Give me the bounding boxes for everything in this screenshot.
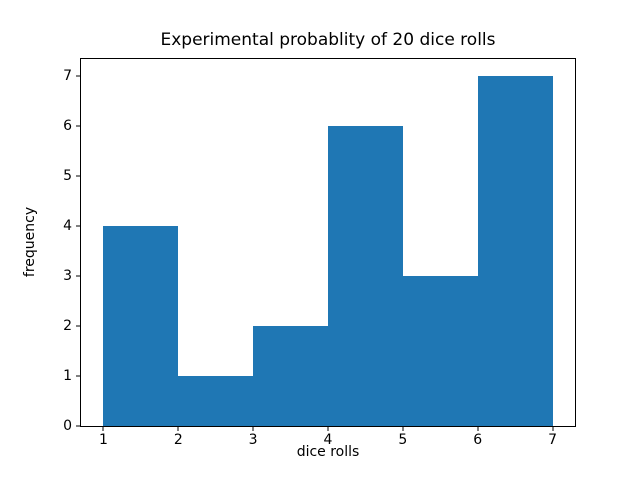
- y-tick-mark: [76, 325, 80, 327]
- y-tick-label: 2: [63, 318, 72, 335]
- histogram-bar: [103, 226, 179, 426]
- y-tick-mark: [76, 75, 80, 77]
- x-tick-label: 2: [173, 432, 183, 448]
- y-tick-mark: [76, 175, 80, 177]
- y-tick-label: 1: [63, 368, 72, 385]
- y-tick-label: 7: [63, 68, 72, 85]
- x-tick-mark: [552, 427, 554, 431]
- y-tick-label: 6: [63, 118, 72, 135]
- x-tick-label: 7: [548, 432, 557, 448]
- y-tick-label: 4: [63, 218, 72, 235]
- y-tick-mark: [76, 375, 80, 377]
- x-axis-label: dice rolls: [296, 444, 360, 460]
- histogram-bar: [178, 376, 254, 426]
- chart-title: Experimental probablity of 20 dice rolls: [160, 30, 496, 50]
- x-tick-label: 3: [248, 432, 258, 448]
- x-tick-mark: [477, 427, 479, 431]
- x-tick-mark: [327, 427, 329, 431]
- y-tick-mark: [76, 275, 80, 277]
- histogram-bar: [477, 76, 553, 426]
- y-tick-mark: [76, 125, 80, 127]
- y-tick-label: 0: [63, 418, 72, 434]
- histogram-bar: [402, 276, 478, 426]
- x-tick-mark: [402, 427, 404, 431]
- y-axis-label: frequency: [22, 206, 38, 278]
- x-tick-label: 4: [323, 432, 333, 448]
- x-tick-label: 6: [473, 432, 483, 448]
- histogram-bar: [253, 326, 328, 426]
- x-tick-label: 5: [398, 432, 408, 448]
- y-tick-label: 3: [63, 268, 72, 285]
- histogram-bar: [328, 126, 403, 426]
- y-tick-mark: [76, 425, 80, 427]
- y-tick-mark: [76, 225, 80, 227]
- plot-area: 1 2 3 4 5 6 7 0 1 2 3 4 5 6 7: [63, 58, 576, 448]
- x-tick-label: 1: [98, 432, 108, 448]
- x-tick-mark: [177, 427, 179, 431]
- x-tick-mark: [252, 427, 254, 431]
- x-tick-mark: [102, 427, 104, 431]
- y-tick-label: 5: [63, 168, 72, 185]
